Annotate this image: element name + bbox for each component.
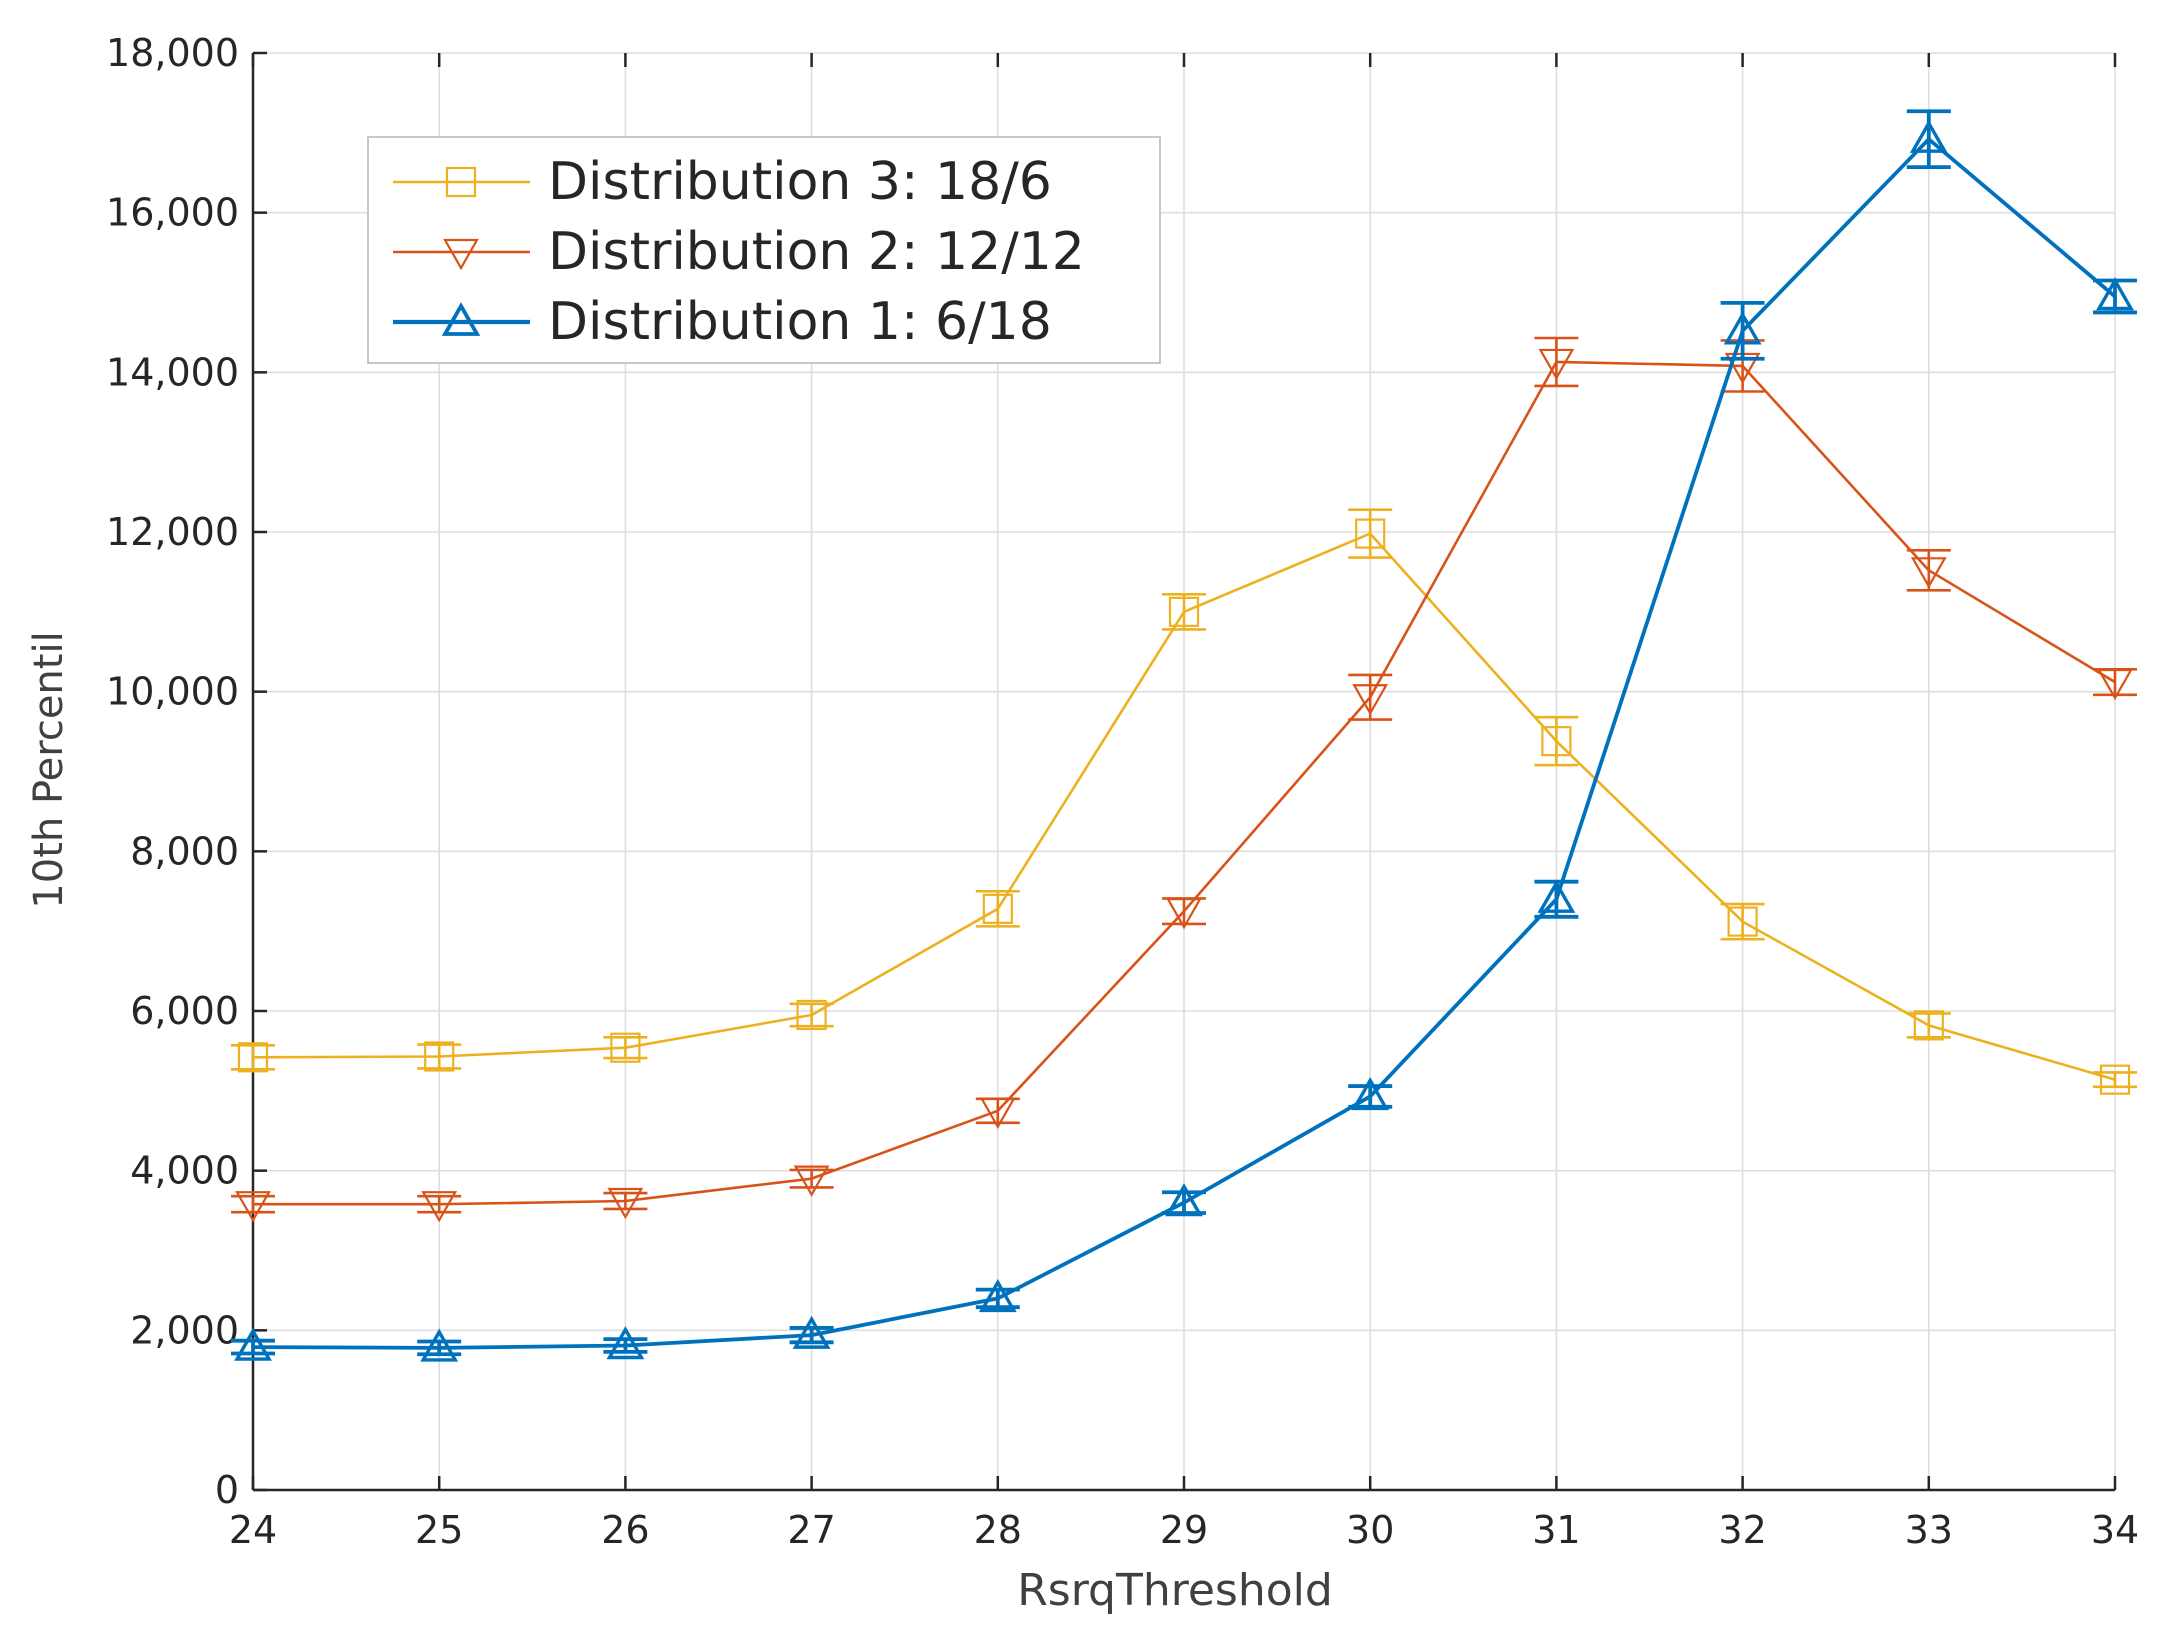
data-point [607, 1187, 644, 1220]
legend: Distribution 3: 18/6 Distribution 2: 12/1… [367, 136, 1161, 364]
x-tick-label: 25 [415, 1508, 463, 1552]
axes-layer: 24 25 26 27 28 29 30 31 32 33 34 0 2,000 4,000 6,000 8,… [106, 31, 2139, 1552]
y-tick-label: 8,000 [130, 829, 239, 873]
y-tick-label: 0 [215, 1468, 239, 1512]
data-point [1538, 348, 1575, 381]
data-point [978, 1278, 1017, 1313]
x-tick-label: 33 [1905, 1508, 1953, 1552]
x-tick-label: 28 [974, 1508, 1022, 1552]
legend-box [367, 136, 1161, 364]
x-tick-label: 26 [601, 1508, 649, 1552]
x-tick-label: 31 [1532, 1508, 1580, 1552]
data-point [424, 1041, 455, 1072]
series-1 [231, 508, 2137, 1095]
y-tick-label: 18,000 [106, 31, 239, 75]
data-point [1727, 906, 1758, 937]
y-axis-label: 10th Percentil [26, 631, 72, 908]
data-point [982, 893, 1013, 924]
x-tick-label: 29 [1160, 1508, 1208, 1552]
y-tick-label: 4,000 [130, 1149, 239, 1193]
data-point [234, 1327, 272, 1361]
legend-marker [445, 166, 477, 198]
data-point [979, 1097, 1016, 1130]
data-point [1166, 898, 1202, 930]
data-point [2099, 1064, 2131, 1095]
data-point [1910, 557, 1947, 589]
legend-item: Distribution 2: 12/12 [393, 222, 1085, 282]
x-tick-label: 30 [1346, 1508, 1394, 1552]
legend-item: Distribution 3: 18/6 [393, 152, 1052, 212]
legend-marker [443, 238, 479, 271]
data-point [1909, 119, 1948, 153]
data-point [796, 999, 827, 1031]
y-tick-label: 16,000 [106, 191, 239, 235]
legend-item: Distribution 1: 6/18 [393, 292, 1052, 352]
data-point [1541, 726, 1572, 757]
data-point [1352, 684, 1389, 716]
data-point [792, 1315, 831, 1349]
data-point [2096, 277, 2134, 311]
data-point [237, 1042, 269, 1073]
data-point [421, 1191, 458, 1223]
y-tick-label: 12,000 [106, 510, 239, 554]
legend-label: Distribution 3: 18/6 [548, 152, 1052, 212]
data-point [235, 1191, 271, 1223]
series-2 [231, 336, 2137, 1223]
legend-label: Distribution 1: 6/18 [548, 292, 1052, 352]
data-point [1351, 1076, 1390, 1111]
series-layer [231, 109, 2137, 1362]
data-point [1537, 879, 1576, 913]
data-point [606, 1326, 645, 1360]
data-point [1355, 518, 1386, 549]
data-point [610, 1032, 641, 1063]
data-point [1165, 1183, 1203, 1217]
x-axis-label: RsrqThreshold [1017, 1565, 1333, 1616]
legend-marker [441, 302, 481, 336]
y-tick-label: 14,000 [106, 350, 239, 394]
data-point [2097, 668, 2133, 701]
data-point [793, 1165, 830, 1197]
x-tick-label: 34 [2091, 1508, 2139, 1552]
x-tick-label: 32 [1718, 1508, 1766, 1552]
x-tick-label: 27 [787, 1508, 835, 1552]
y-tick-label: 6,000 [130, 989, 239, 1033]
legend-label: Distribution 2: 12/12 [548, 222, 1085, 282]
y-tick-label: 2,000 [130, 1308, 239, 1352]
data-point [1913, 1010, 1944, 1041]
data-point [1168, 596, 1200, 627]
data-point [1723, 311, 1762, 345]
data-point [420, 1328, 459, 1362]
x-tick-label: 24 [229, 1508, 277, 1552]
series-3 [231, 109, 2137, 1362]
y-tick-label: 10,000 [106, 670, 239, 714]
